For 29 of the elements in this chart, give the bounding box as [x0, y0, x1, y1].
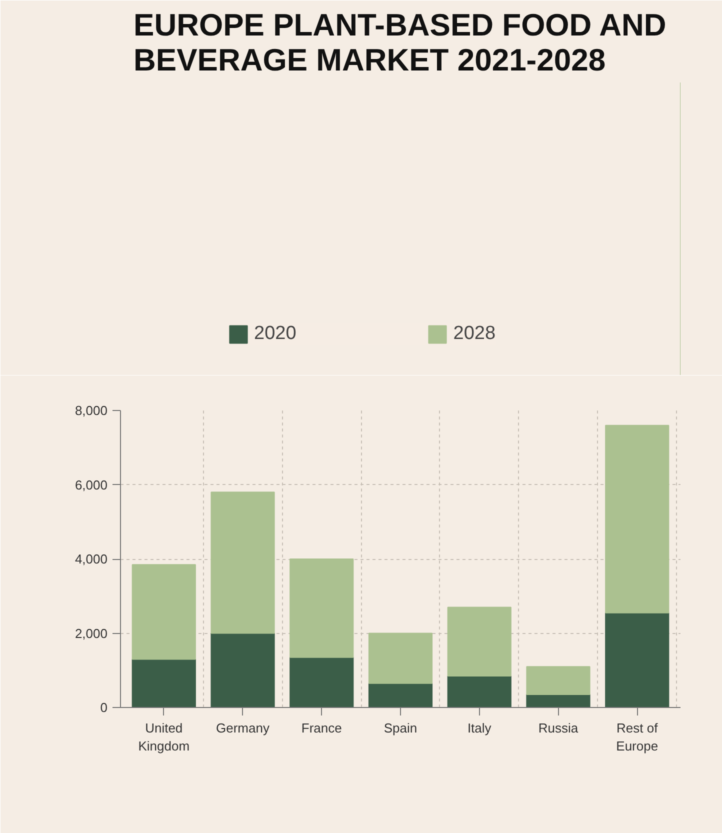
- bar: [605, 424, 670, 614]
- bar: [368, 682, 433, 708]
- bar: [290, 656, 354, 708]
- bar: [447, 606, 512, 676]
- y-tick-label: 2,000: [74, 626, 108, 641]
- bar: [526, 666, 590, 696]
- bar: [526, 694, 590, 708]
- bar: [132, 564, 196, 660]
- y-tick-label: 8,000: [74, 403, 108, 418]
- x-tick-label: United Kingdom: [138, 720, 190, 754]
- x-tick-label: Spain: [384, 720, 418, 736]
- legend-label: 2028: [453, 323, 496, 345]
- x-tick-label: Rest of Europe: [616, 720, 658, 754]
- x-tick-label: Italy: [467, 720, 492, 736]
- x-tick-label: Germany: [216, 720, 270, 736]
- chart-title: EUROPE PLANT-BASED FOOD AND BEVERAGE MARKET 2021-2028: [134, 8, 666, 78]
- bar: [605, 612, 670, 708]
- bar: [447, 675, 512, 708]
- bar: [132, 658, 196, 708]
- y-tick-label: 6,000: [74, 477, 108, 492]
- bar: [210, 632, 275, 708]
- x-tick-label: Russia: [538, 720, 579, 736]
- x-tick-label: France: [301, 720, 342, 736]
- legend-label: 2020: [254, 323, 296, 345]
- y-tick-label: 0: [100, 700, 108, 715]
- bar: [368, 632, 433, 684]
- y-tick-label: 4,000: [74, 552, 108, 566]
- bar: [210, 492, 275, 634]
- bar: [290, 558, 354, 658]
